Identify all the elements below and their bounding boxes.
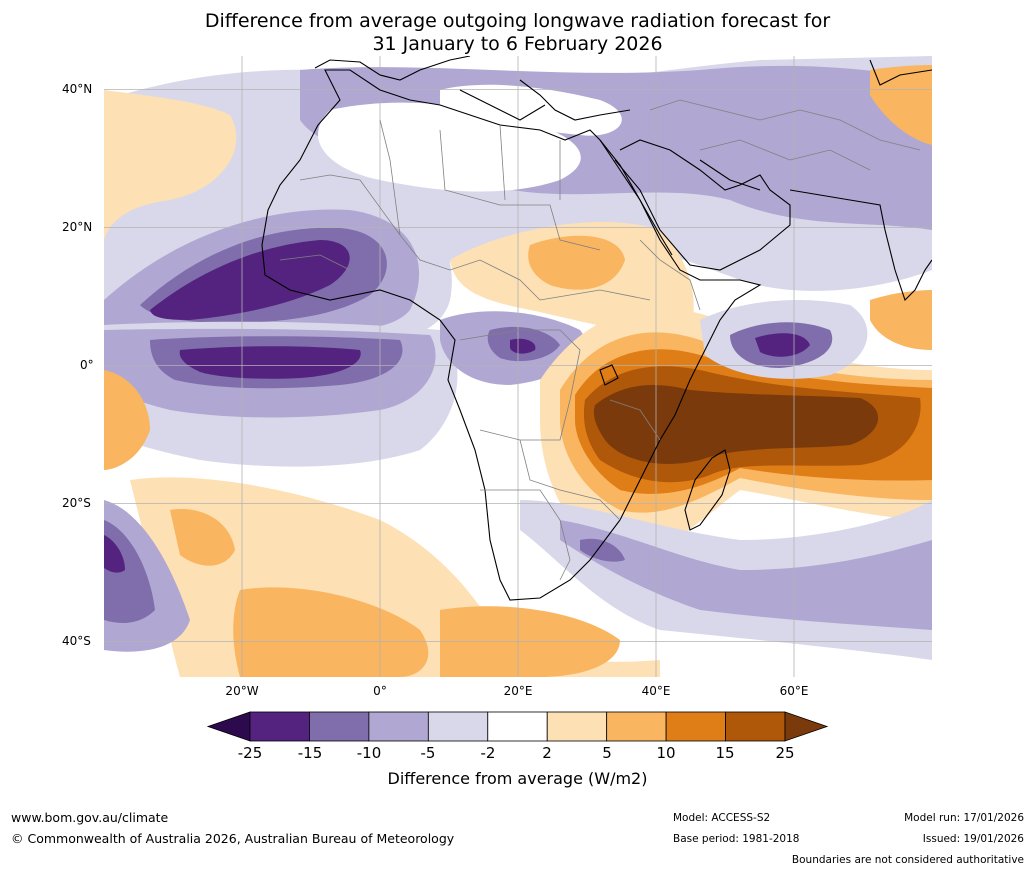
colorbar-segment-m15-m10: [309, 711, 370, 742]
lat-label-20n: 20°N: [62, 220, 93, 234]
field-west-africa-m25: [150, 240, 350, 320]
footer-copyright: © Commonwealth of Australia 2026, Austra…: [11, 831, 455, 846]
field-south-indian-m10: [560, 520, 932, 630]
colorbar-under-triangle: [206, 711, 251, 742]
colorbar-label: Difference from average (W/m2): [387, 769, 648, 788]
cb-tick-p2: 2: [542, 744, 552, 762]
title-line-2: 31 January to 6 February 2026: [372, 33, 663, 55]
lon-label-20e: 20°E: [503, 684, 533, 698]
colorbar-segment-p2-p5: [546, 711, 608, 742]
colorbar-segment-p5-p10: [606, 711, 667, 742]
footer-base-period: Base period: 1981-2018: [673, 833, 800, 845]
title-line-1: Difference from average outgoing longwav…: [204, 10, 831, 32]
field-east-p25: [593, 385, 879, 464]
field-south-indian-m15: [580, 538, 625, 562]
colorbar: [206, 711, 829, 742]
field-sw-coast-p5: [104, 370, 150, 470]
cb-tick-m2: -2: [480, 744, 496, 762]
asia-coastline: [789, 59, 932, 302]
footer-model-run: Model run: 17/01/2026: [904, 812, 1024, 824]
field-south-atlantic-p5-b: [170, 509, 235, 566]
red-sea-coastline: [599, 139, 673, 256]
lon-label-20w: 20°W: [225, 684, 259, 698]
lat-label-eq: 0°: [80, 358, 94, 372]
lon-label-40e: 40°E: [641, 684, 671, 698]
colorbar-segment-m5-m2: [427, 711, 489, 742]
cb-tick-p10: 10: [656, 744, 676, 762]
field-sahel-p5: [528, 235, 625, 290]
colorbar-segment-m25-m15: [249, 711, 310, 742]
field-eq-atlantic-m25: [179, 346, 361, 379]
lake-victoria: [599, 364, 619, 386]
cb-tick-p25: 25: [775, 744, 795, 762]
field-south-atlantic-p5-a: [233, 587, 429, 677]
field-bay-p5: [870, 290, 932, 350]
field-northeast-p5: [870, 65, 932, 145]
map-plot: [104, 56, 932, 677]
madagascar-coastline: [684, 449, 731, 531]
anomaly-fields: [104, 56, 932, 677]
lon-label-60e: 60°E: [779, 684, 809, 698]
field-southwest-m25: [104, 535, 125, 573]
cb-tick-m5: -5: [420, 744, 436, 762]
africa-coastline: [261, 69, 762, 601]
cb-tick-p5: 5: [602, 744, 612, 762]
lat-label-20s: 20°S: [62, 496, 91, 510]
field-congo-m25: [510, 338, 536, 354]
colorbar-segment-m10-m5: [368, 711, 429, 742]
footer-model: Model: ACCESS-S2: [673, 812, 771, 824]
footer-disclaimer: Boundaries are not considered authoritat…: [791, 854, 1024, 866]
footer-website[interactable]: www.bom.gov.au/climate: [11, 810, 169, 825]
colorbar-over-triangle: [784, 711, 829, 742]
colorbar-segment-p10-p15: [665, 711, 726, 742]
field-southwest-m15: [104, 520, 155, 623]
map-title: Difference from average outgoing longwav…: [0, 10, 1035, 56]
country-borders: [279, 99, 921, 581]
field-arabian-sea-m25: [755, 333, 810, 357]
cb-tick-p15: 15: [715, 744, 735, 762]
footer-issued: Issued: 19/01/2026: [922, 833, 1024, 845]
lat-label-40n: 40°N: [62, 82, 93, 96]
coastlines: [261, 56, 932, 601]
persian-gulf-coastline: [699, 159, 761, 191]
europe-coastline: [314, 56, 631, 121]
cb-tick-m10: -10: [356, 744, 382, 762]
cb-tick-m25: -25: [237, 744, 263, 762]
gridlines: [104, 56, 932, 677]
field-west-atlantic-p2: [104, 90, 237, 240]
colorbar-segment-p15-p25: [725, 711, 786, 742]
field-med-white: [440, 84, 622, 136]
arabia-coastline: [614, 139, 791, 271]
cb-tick-m15: -15: [297, 744, 323, 762]
lat-label-40s: 40°S: [62, 634, 91, 648]
colorbar-segment-m2-p2: [487, 711, 548, 742]
lon-label-0: 0°: [373, 684, 387, 698]
